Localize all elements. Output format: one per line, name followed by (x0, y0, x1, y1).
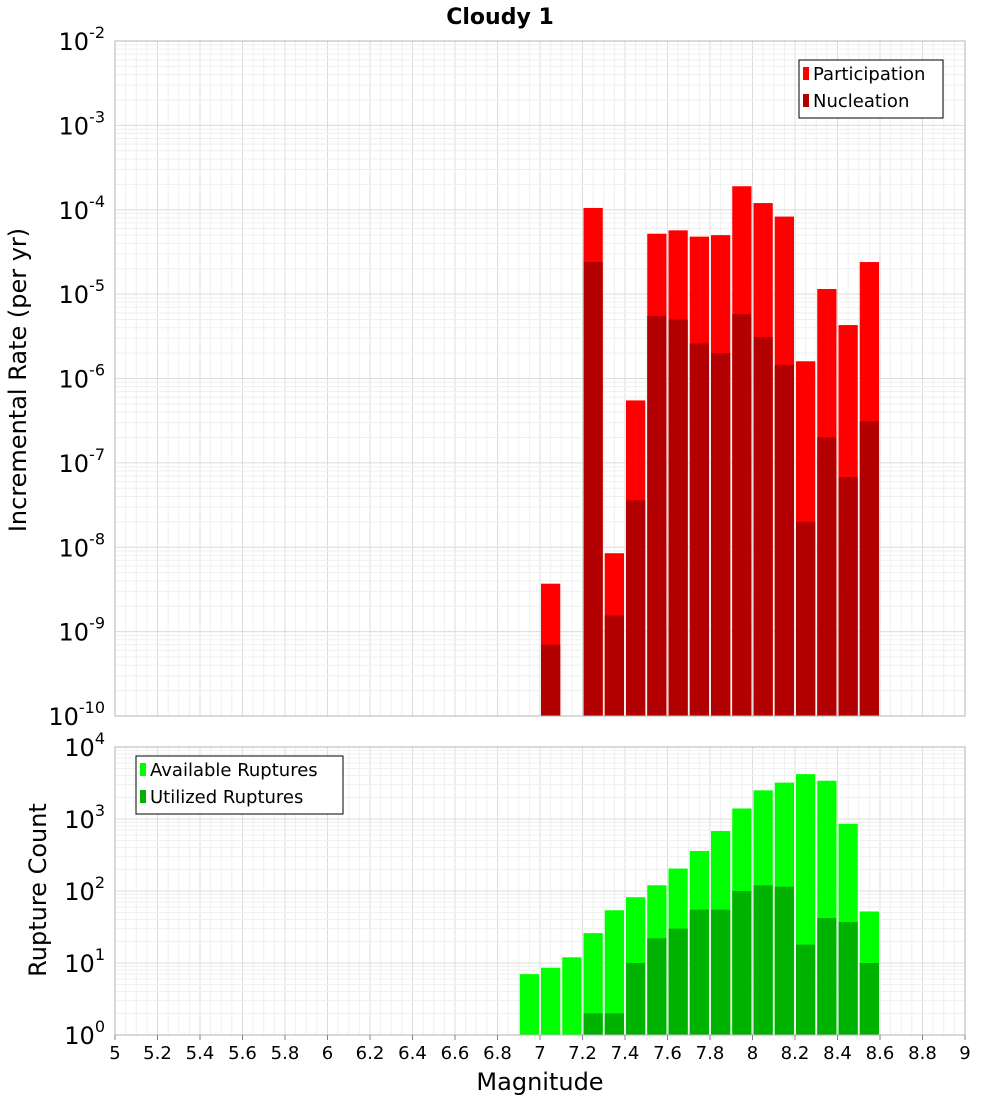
legend-label: Available Ruptures (150, 760, 318, 781)
bar (859, 963, 879, 1035)
x-tick-label: 6.6 (441, 1043, 470, 1064)
x-tick-label: 8.2 (781, 1043, 810, 1064)
y-tick-label: 103 (64, 801, 105, 834)
bar (583, 933, 603, 1035)
x-tick-label: 5.2 (143, 1043, 172, 1064)
x-tick-label: 5.6 (228, 1043, 257, 1064)
bar (668, 319, 688, 716)
legend-box (798, 59, 944, 119)
bar (647, 316, 667, 716)
bar (774, 364, 794, 716)
legend-swatch (140, 790, 146, 803)
x-tick-label: 5.4 (186, 1043, 215, 1064)
x-tick-label: 7.8 (696, 1043, 725, 1064)
bar (753, 337, 773, 716)
y-tick-label: 10-7 (59, 445, 106, 478)
plot-frame (114, 40, 966, 717)
bar (796, 521, 816, 716)
y-tick-label: 10-10 (48, 698, 105, 731)
x-tick-label: 6.2 (356, 1043, 385, 1064)
bar (859, 421, 879, 716)
legend: Available Ruptures Utilized Ruptures (135, 755, 344, 815)
y-tick-label: 10-6 (59, 361, 106, 394)
bar (604, 615, 624, 716)
x-tick-label: 7.6 (653, 1043, 682, 1064)
bar (711, 353, 731, 716)
x-tick-label: 6 (322, 1043, 333, 1064)
legend: Participation Nucleation (798, 59, 944, 119)
y-tick-label: 100 (64, 1017, 105, 1050)
x-tick-label: 8 (747, 1043, 758, 1064)
bar (541, 644, 561, 716)
bar (732, 891, 752, 1035)
y-tick-label: 10-2 (59, 23, 106, 56)
legend-label: Participation (813, 64, 925, 85)
bar (541, 967, 561, 1035)
x-tick-label: 8.4 (823, 1043, 852, 1064)
y-tick-label: 10-3 (59, 107, 106, 140)
bar (647, 938, 667, 1035)
x-tick-label: 5 (109, 1043, 120, 1064)
bottom-y-axis-label: Rupture Count (24, 803, 52, 977)
bar (604, 910, 624, 1035)
x-tick-label: 9 (959, 1043, 970, 1064)
legend-label: Nucleation (813, 91, 909, 112)
bar (626, 963, 646, 1035)
y-tick-label: 10-9 (59, 614, 106, 647)
x-tick-label: 5.8 (271, 1043, 300, 1064)
bar (689, 343, 709, 716)
x-tick-label: 6.8 (483, 1043, 512, 1064)
bar (711, 909, 731, 1035)
bar (562, 957, 582, 1035)
y-tick-label: 104 (64, 729, 105, 762)
bar (774, 886, 794, 1035)
bar (604, 1013, 624, 1035)
bar (626, 500, 646, 716)
x-tick-label: 7 (534, 1043, 545, 1064)
x-tick-label: 7.2 (568, 1043, 597, 1064)
bar (583, 1013, 603, 1035)
bar (689, 909, 709, 1035)
bar (732, 314, 752, 716)
chart-title: Cloudy 1 (446, 5, 554, 30)
y-tick-label: 101 (64, 945, 105, 978)
bar (519, 974, 539, 1035)
bar (838, 922, 858, 1035)
y-tick-label: 10-8 (59, 529, 106, 562)
legend-swatch (803, 94, 809, 107)
series-utilized-ruptures (583, 885, 879, 1035)
rupture-count-panel: 100 101 102 103 104 5 5.2 5.4 5.6 5.8 6 6.2 6.4 6.6 6.… (64, 729, 970, 1064)
bar (583, 262, 603, 716)
bar (817, 918, 837, 1035)
legend-swatch (140, 763, 146, 776)
top-y-axis-label: Incremental Rate (per yr) (4, 228, 32, 532)
participation-nucleation-panel: 10-10 10-9 10-8 10-7 10-6 10-5 10-4 10-3 10-2 Par… (48, 23, 966, 731)
legend-box (135, 755, 344, 815)
y-tick-label: 10-4 (59, 192, 106, 225)
bar (668, 928, 688, 1035)
series-nucleation (541, 262, 879, 716)
x-axis-label: Magnitude (476, 1068, 603, 1096)
bar (796, 944, 816, 1035)
legend-label: Utilized Ruptures (150, 787, 303, 808)
x-tick-label: 6.4 (398, 1043, 427, 1064)
x-tick-label: 8.6 (866, 1043, 895, 1064)
bar (817, 437, 837, 716)
x-tick-label: 7.4 (611, 1043, 640, 1064)
bar (838, 477, 858, 716)
y-tick-label: 10-5 (59, 276, 106, 309)
legend-swatch (803, 67, 809, 80)
y-tick-label: 102 (64, 873, 105, 906)
x-tick-label: 8.8 (908, 1043, 937, 1064)
bar (753, 885, 773, 1035)
